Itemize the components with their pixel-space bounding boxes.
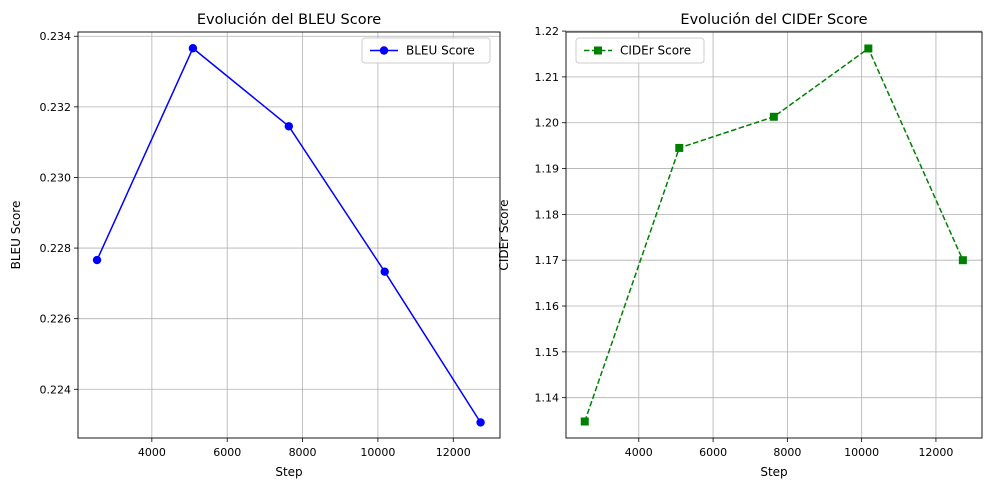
cider-x-tick-label: 10000: [844, 446, 879, 459]
cider-legend-box: [575, 37, 705, 64]
cider-data-point: [769, 112, 778, 121]
cider-legend-label: CIDEr Score: [620, 44, 691, 58]
cider-data-point: [864, 44, 873, 53]
bleu-data-point: [476, 418, 485, 427]
cider-data-point: [675, 143, 684, 152]
bleu-y-tick-label: 0.234: [40, 30, 72, 43]
bleu-y-tick-label: 0.232: [40, 101, 72, 114]
cider-y-tick-label: 1.20: [535, 117, 560, 130]
cider-y-tick-label: 1.17: [535, 254, 560, 267]
bleu-chart-title: Evolución del BLEU Score: [197, 12, 381, 28]
bleu-x-tick-label: 8000: [289, 446, 317, 459]
cider-y-tick-label: 1.15: [535, 346, 560, 359]
bleu-y-tick-label: 0.230: [40, 171, 72, 184]
bleu-legend-label: BLEU Score: [406, 44, 475, 58]
cider-data-point: [580, 417, 589, 426]
cider-x-tick-label: 6000: [699, 446, 727, 459]
bleu-legend-box: [361, 37, 491, 64]
cider-y-tick-label: 1.18: [535, 208, 560, 221]
bleu-data-point: [92, 255, 102, 265]
bleu-x-tick-label: 12000: [436, 446, 471, 459]
cider-x-tick-label: 12000: [918, 446, 953, 459]
cider-y-axis-label: CIDEr Score: [497, 199, 511, 270]
bleu-plot-frame: [77, 31, 501, 439]
cider-y-tick-label: 1.19: [535, 163, 560, 176]
cider-y-tick-label: 1.22: [535, 25, 560, 38]
bleu-x-tick-label: 10000: [360, 446, 395, 459]
cider-legend-marker: [594, 46, 602, 55]
bleu-x-tick-label: 4000: [138, 446, 166, 459]
cider-x-axis-label: Step: [760, 465, 787, 479]
bleu-data-point: [188, 44, 198, 53]
bleu-y-axis-label: BLEU Score: [9, 201, 23, 270]
cider-data-point: [958, 256, 967, 265]
cider-y-tick-label: 1.21: [535, 71, 560, 84]
cider-chart-panel: 4000 6000 8000 10000 12000 1.14 1.15 1.16 1.17 1.…: [497, 12, 983, 479]
bleu-y-tick-label: 0.224: [40, 383, 72, 396]
bleu-chart-panel: 4000 6000 8000 10000 12000 0.224 0.226 0.228 0.2…: [9, 12, 501, 479]
bleu-data-point: [380, 267, 389, 276]
cider-y-tick-label: 1.16: [535, 300, 560, 313]
bleu-x-tick-label: 6000: [213, 446, 241, 459]
bleu-legend-marker: [379, 46, 389, 55]
bleu-y-tick-label: 0.226: [40, 313, 72, 326]
cider-plot-frame: [565, 31, 983, 439]
cider-x-tick-label: 8000: [773, 446, 801, 459]
cider-y-tick-label: 1.14: [535, 392, 560, 405]
cider-chart-title: Evolución del CIDEr Score: [680, 12, 867, 28]
bleu-y-tick-label: 0.228: [40, 242, 72, 255]
bleu-x-axis-label: Step: [275, 465, 302, 479]
cider-x-tick-label: 4000: [625, 446, 653, 459]
bleu-data-point: [284, 122, 294, 131]
